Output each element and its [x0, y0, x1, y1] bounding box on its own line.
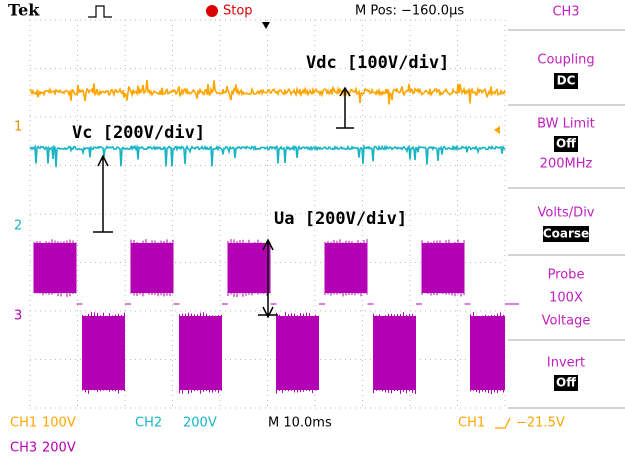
coupling-value[interactable]: DC [557, 74, 576, 88]
ch2-scale: 200V [183, 416, 217, 431]
ch3-scale: 200V [42, 441, 76, 456]
probe-ratio: 100X [549, 291, 583, 306]
ch1-name: CH1 [10, 416, 37, 431]
bw-limit-label[interactable]: BW Limit [537, 117, 595, 132]
vc-label: Vc [200V/div] [72, 123, 205, 143]
stop-icon [206, 5, 218, 17]
volts-div-label[interactable]: Volts/Div [537, 206, 594, 221]
trigger-source: CH1 [458, 416, 485, 431]
ch3-marker: 3 [14, 309, 22, 324]
run-state: Stop [223, 4, 253, 19]
bw-limit-value[interactable]: Off [556, 137, 576, 151]
probe-label[interactable]: Probe [548, 268, 585, 283]
brand: Tek [8, 1, 40, 20]
menu-channel: CH3 [552, 5, 579, 20]
ch3-name: CH3 [10, 441, 37, 456]
invert-label[interactable]: Invert [547, 356, 585, 371]
vdc-label: Vdc [100V/div] [306, 53, 449, 73]
volts-div-value[interactable]: Coarse [543, 227, 589, 241]
bw-limit-extra: 200MHz [540, 157, 593, 172]
oscilloscope-screen: Tek Stop M Pos: −160.0µs 1 2 3 Vdc [100V… [0, 0, 625, 464]
probe-type: Voltage [542, 314, 591, 329]
ch2-marker: 2 [14, 219, 22, 234]
ch1-scale: 100V [42, 416, 76, 431]
ch2-name: CH2 [135, 416, 162, 431]
invert-value[interactable]: Off [556, 376, 576, 390]
ua-segment [471, 316, 506, 390]
coupling-label[interactable]: Coupling [537, 53, 594, 68]
trigger-level-text: −21.5V [516, 416, 565, 431]
position: M Pos: −160.0µs [355, 4, 464, 19]
timebase: M 10.0ms [268, 416, 332, 431]
ua-label: Ua [200V/div] [274, 209, 407, 229]
ch1-marker: 1 [14, 120, 22, 135]
